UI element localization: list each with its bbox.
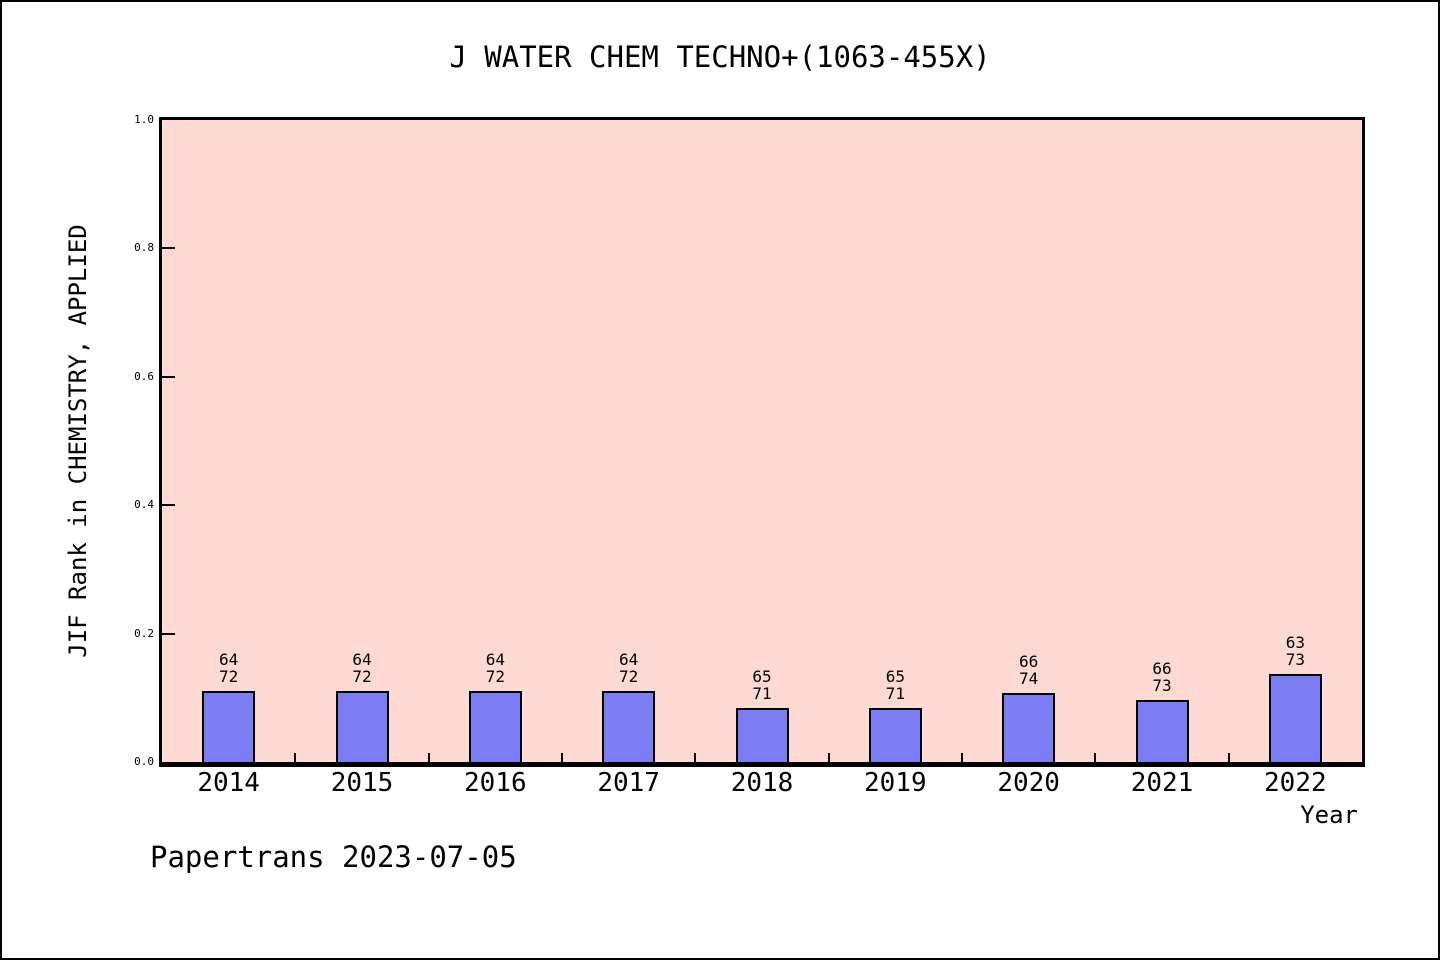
x-tick-label: 2014: [197, 768, 260, 798]
y-tick-label: 0.2: [134, 626, 154, 640]
x-tick: [427, 753, 430, 762]
bar-label-total: 72: [485, 666, 505, 686]
bar-label-total: 74: [1019, 668, 1039, 688]
x-tick: [294, 753, 297, 762]
bar-label: 65 71: [886, 668, 905, 702]
bar-label-rank: 64: [619, 649, 639, 669]
x-tick-label: 2018: [730, 768, 794, 798]
chart-title: J WATER CHEM TECHNO+(1063-455X): [449, 40, 991, 74]
bar: [1002, 692, 1056, 762]
bar-label: 66 74: [1019, 653, 1038, 687]
x-axis-label: Year: [1300, 801, 1358, 829]
bar: [1135, 700, 1189, 762]
bar-label-rank: 64: [352, 649, 372, 669]
x-tick-label: 2022: [1264, 768, 1327, 798]
x-tick-label: 2021: [1130, 768, 1194, 798]
x-tick-label: 2015: [330, 768, 394, 798]
x-tick: [961, 753, 963, 762]
bar-label: 64 72: [619, 651, 638, 685]
bar-label-total: 73: [1152, 676, 1172, 696]
y-tick-label: 0.4: [134, 498, 154, 512]
y-tick-label: 0.0: [134, 755, 154, 768]
x-tick-label: 2017: [597, 768, 660, 798]
y-tick-label: 1.0: [134, 113, 154, 126]
bar-label: 63 73: [1286, 634, 1305, 668]
y-tick: [162, 504, 175, 507]
bar: [468, 690, 522, 762]
y-tick: [162, 247, 175, 250]
bar-label: 64 72: [486, 651, 505, 685]
bar-label-rank: 66: [1019, 651, 1039, 671]
y-tick-label: 0.8: [134, 241, 154, 255]
bar-label-rank: 66: [1152, 659, 1172, 679]
bar-label-rank: 65: [885, 666, 905, 686]
y-tick-label: 0.6: [134, 369, 154, 383]
bar-label-rank: 64: [485, 649, 505, 669]
y-tick: [162, 632, 175, 635]
bar: [735, 707, 789, 762]
bar-label-total: 72: [219, 666, 239, 686]
bar-label-total: 72: [619, 666, 639, 686]
x-tick-label: 2016: [464, 768, 527, 798]
bar-label: 65 71: [752, 668, 771, 702]
y-axis-label: JIF Rank in CHEMISTRY, APPLIED: [64, 224, 92, 658]
bar-label-rank: 65: [752, 666, 772, 686]
bar-label-total: 71: [752, 683, 772, 703]
bar-label-rank: 63: [1285, 633, 1305, 653]
plot-area: 64 72 64 72 64 72 64 72 65 71 65 71 66 74 66 73 63 73: [159, 117, 1365, 767]
plot-inner: 64 72 64 72 64 72 64 72 65 71 65 71 66 74 66 73 63 73: [162, 120, 1362, 762]
bar-label: 66 73: [1152, 660, 1171, 694]
bar-label-total: 72: [352, 666, 372, 686]
bar: [1268, 674, 1322, 762]
x-tick-label: 2019: [864, 768, 927, 798]
bar-label-total: 71: [885, 683, 905, 703]
bar: [602, 690, 656, 762]
footer-watermark: Papertrans 2023-07-05: [150, 840, 517, 874]
x-tick: [694, 753, 697, 762]
bar-label: 64 72: [219, 651, 238, 685]
y-tick: [162, 375, 175, 378]
x-tick-label: 2020: [997, 768, 1060, 798]
bar: [868, 707, 922, 762]
bar-label-rank: 64: [219, 649, 239, 669]
x-tick: [1094, 753, 1097, 762]
bar-label-total: 73: [1285, 650, 1305, 670]
bar-label: 64 72: [352, 651, 371, 685]
x-tick: [827, 753, 830, 762]
x-tick: [561, 753, 563, 762]
bar: [202, 690, 256, 762]
x-tick: [1227, 753, 1230, 762]
bar: [335, 690, 389, 762]
